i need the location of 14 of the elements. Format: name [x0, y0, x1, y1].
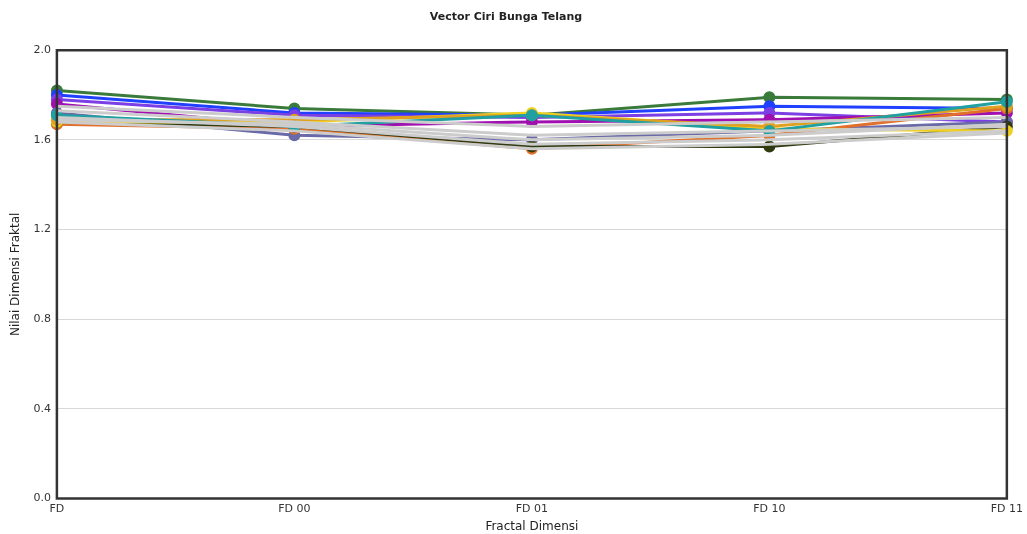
- x-tick-label: FD: [49, 501, 65, 515]
- y-tick-label: 0.0: [33, 491, 51, 505]
- x-tick-label: FD 10: [753, 501, 786, 515]
- x-tick-label: FD 01: [515, 501, 549, 515]
- y-tick-label: 0.4: [33, 401, 51, 415]
- y-tick-label: 1.2: [33, 222, 51, 236]
- x-axis-title: Fractal Dimensi: [485, 518, 579, 533]
- chart-title: Vector Ciri Bunga Telang: [429, 10, 583, 24]
- y-tick-label: 2.0: [33, 43, 51, 57]
- y-tick-label: 0.8: [33, 311, 51, 325]
- x-tick-label: FD 00: [278, 501, 311, 515]
- y-axis-title: Nilai Dimensi Fraktal: [8, 212, 23, 337]
- y-tick-label: 1.6: [33, 132, 51, 146]
- x-tick-label: FD 11: [990, 501, 1023, 515]
